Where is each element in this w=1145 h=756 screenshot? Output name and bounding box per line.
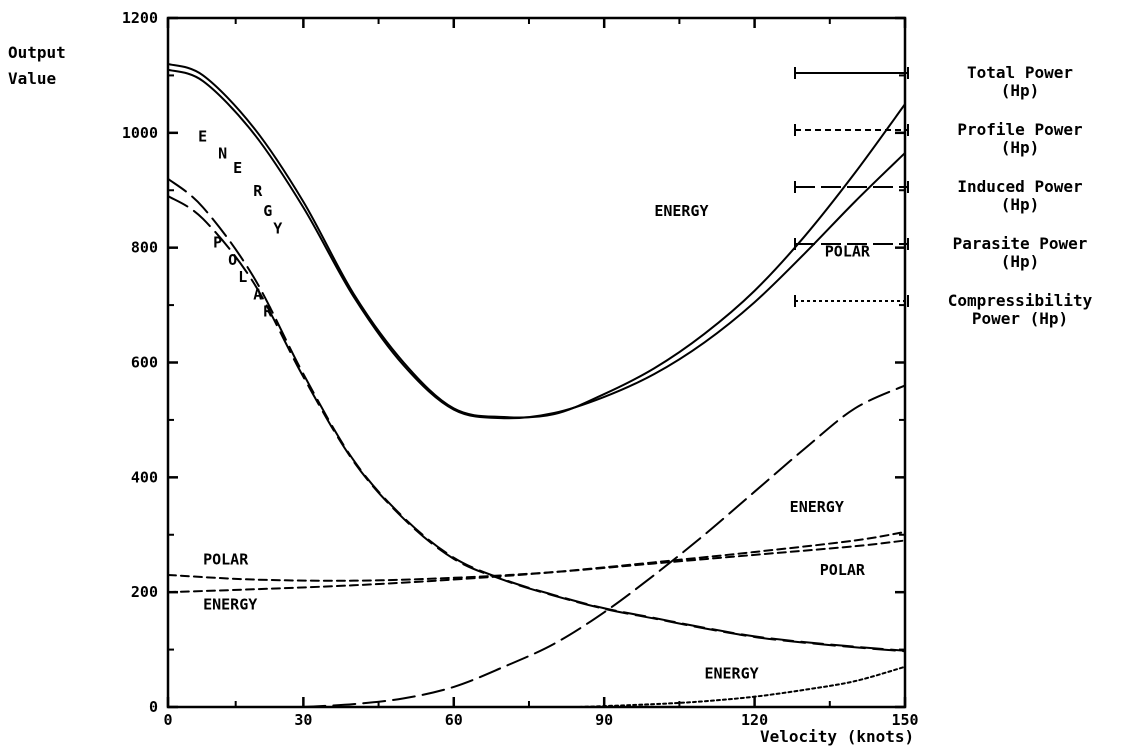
x-axis-label: Velocity (knots)	[760, 727, 914, 746]
series-line-parasite	[302, 384, 906, 708]
y-tick-label: 800	[131, 239, 158, 257]
y-axis-label: Output	[8, 43, 66, 62]
axis-labels: Output Value Velocity (knots)	[8, 43, 914, 746]
series-line-compressibility-energy	[578, 665, 906, 708]
curve-annotation-letter: P	[213, 234, 222, 252]
y-tick-label: 1000	[122, 124, 158, 142]
legend-label: Induced Power	[957, 177, 1082, 196]
y-tick-label: 400	[131, 468, 158, 486]
curve-annotation-letter: O	[228, 251, 237, 269]
curve-annotation-letter: Y	[273, 219, 282, 237]
curve-annotation: POLAR	[203, 551, 249, 569]
curve-annotation-letter: N	[218, 145, 227, 163]
curve-annotation-letter: L	[238, 268, 247, 286]
series-line-profile-energy	[167, 530, 906, 594]
curve-annotation: ENERGY	[203, 595, 257, 613]
legend-label: Compressibility	[948, 291, 1093, 310]
plot-border	[166, 16, 907, 709]
y-tick-label: 600	[131, 354, 158, 372]
legend-label: (Hp)	[1001, 195, 1040, 214]
axis-ticks: 0 30 60 90 120 150 0 200 400 600 800 1000 1200	[122, 9, 919, 729]
legend-label: (Hp)	[1001, 252, 1040, 271]
x-tick-label: 90	[595, 711, 613, 729]
legend-entry: Profile Power(Hp)	[794, 120, 1083, 157]
x-tick-label: 150	[891, 711, 918, 729]
series-lines	[167, 62, 906, 708]
legend-label: (Hp)	[1001, 138, 1040, 157]
series-line-total-polar	[167, 68, 906, 420]
curve-annotation-letter: R	[253, 182, 263, 200]
x-tick-label: 120	[741, 711, 768, 729]
y-tick-label: 1200	[122, 9, 158, 27]
x-tick-label: 0	[163, 711, 172, 729]
curve-annotation: ENERGY	[790, 498, 844, 516]
x-tick-label: 30	[294, 711, 312, 729]
curve-annotation-letter: G	[263, 202, 272, 220]
curve-annotation: POLAR	[825, 242, 871, 260]
legend: Total Power(Hp)Profile Power(Hp)Induced …	[794, 63, 1093, 328]
curve-annotation-letter: E	[233, 159, 242, 177]
series-line-induced-energy	[167, 177, 906, 652]
curve-annotation: ENERGY	[704, 664, 758, 682]
y-tick-label: 0	[149, 698, 158, 716]
curve-annotation-letter: R	[263, 303, 273, 321]
annotations: ENERGYPOLARPOLARENERGYENERGYPOLARENERGYE…	[198, 127, 871, 682]
y-axis-label: Value	[8, 69, 56, 88]
curve-annotation: POLAR	[820, 561, 866, 579]
series-line-profile-polar	[167, 539, 906, 582]
curve-annotation: ENERGY	[654, 202, 708, 220]
y-tick-label: 200	[131, 583, 158, 601]
legend-entry: Induced Power(Hp)	[794, 177, 1083, 214]
plot-frame	[166, 16, 907, 709]
legend-label: Parasite Power	[953, 234, 1088, 253]
legend-label: Total Power	[967, 63, 1073, 82]
legend-label: (Hp)	[1001, 81, 1040, 100]
x-tick-label: 60	[445, 711, 463, 729]
curve-annotation-letter: A	[253, 285, 262, 303]
legend-entry: Parasite Power(Hp)	[794, 234, 1088, 271]
legend-entry: Total Power(Hp)	[794, 63, 1073, 100]
series-line-induced-polar	[167, 194, 906, 653]
curve-annotation-letter: E	[198, 127, 207, 145]
legend-label: Profile Power	[957, 120, 1082, 139]
legend-label: Power (Hp)	[972, 309, 1068, 328]
